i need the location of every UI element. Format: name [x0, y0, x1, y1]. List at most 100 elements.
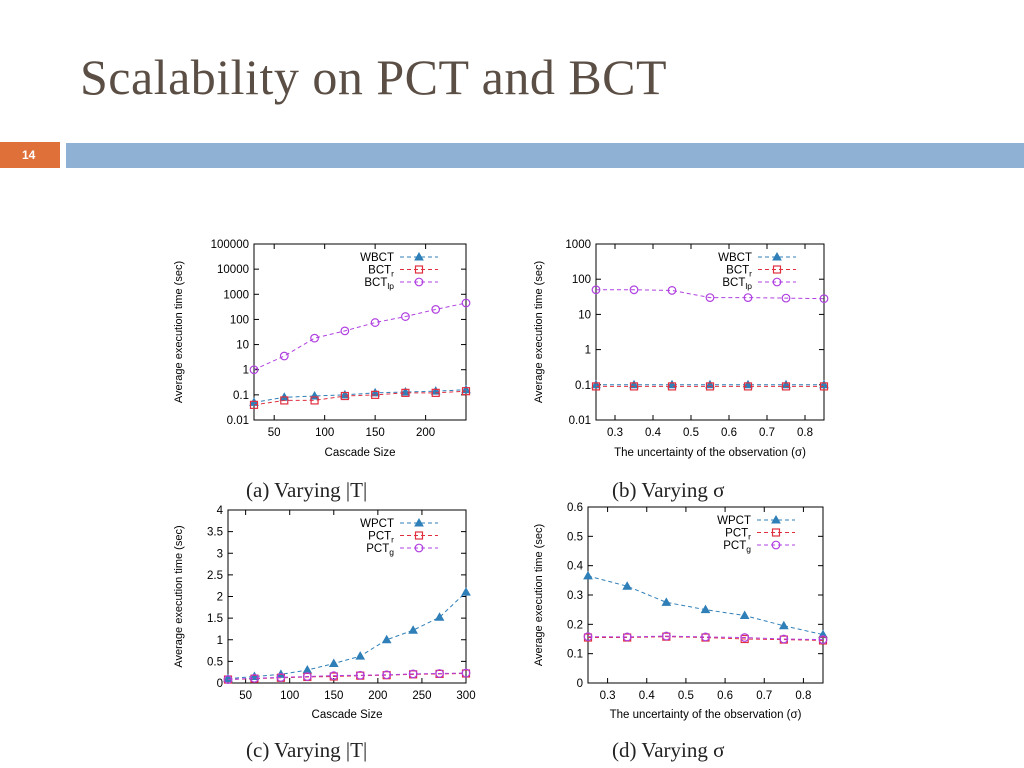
- legend-name: WBCT: [360, 252, 394, 264]
- series-line: [227, 672, 467, 681]
- x-tick-label: 150: [366, 427, 385, 439]
- data-point: [667, 382, 677, 391]
- x-tick-label: 0.4: [645, 427, 662, 439]
- data-point: [705, 293, 715, 303]
- data-point: [701, 632, 710, 642]
- caption-a: (a) Varying |T|: [246, 478, 368, 502]
- y-tick-label: 0.3: [567, 590, 583, 602]
- data-point: [249, 365, 259, 375]
- series-0: [223, 587, 471, 683]
- caption-b: (b) Varying σ: [612, 478, 725, 502]
- y-axis-label: Average execution time (sec): [173, 525, 185, 667]
- legend-name: BCT: [364, 277, 387, 289]
- legend-subscript: lp: [745, 281, 752, 291]
- data-point: [819, 382, 829, 391]
- data-point: [818, 635, 828, 644]
- data-point: [382, 670, 392, 680]
- y-tick-label: 0.6: [567, 502, 583, 514]
- legend-label: PCTr: [725, 528, 751, 542]
- legend-label: WBCT: [718, 252, 752, 264]
- data-point: [743, 293, 753, 303]
- data-point: [622, 581, 633, 590]
- data-point: [700, 604, 711, 614]
- legend-marker: [414, 265, 424, 274]
- x-tick-label: 0.3: [600, 690, 616, 702]
- legend-name: PCT: [725, 528, 748, 540]
- y-tick-label: 1.5: [207, 613, 223, 625]
- legend-label: BCTlp: [364, 277, 394, 291]
- series-line: [253, 390, 467, 406]
- data-point: [250, 673, 259, 683]
- legend-name: WPCT: [717, 515, 751, 527]
- legend-name: BCT: [368, 265, 391, 277]
- x-tick-label: 200: [368, 690, 387, 702]
- series-2: [249, 298, 471, 375]
- series-line: [227, 672, 467, 681]
- data-point: [408, 669, 418, 679]
- x-tick-label: 0.4: [639, 690, 656, 702]
- series-0: [583, 570, 828, 639]
- legend-subscript: r: [391, 269, 394, 279]
- data-point: [249, 400, 259, 409]
- x-tick-label: 200: [416, 427, 435, 439]
- legend-subscript: lp: [387, 281, 394, 291]
- y-tick-label: 0: [217, 678, 223, 690]
- data-point: [661, 597, 672, 606]
- x-tick-label: 0.8: [795, 690, 811, 702]
- data-point: [310, 333, 319, 343]
- data-point: [401, 388, 410, 397]
- data-point: [310, 396, 319, 405]
- data-point: [583, 632, 593, 642]
- data-point: [370, 318, 380, 327]
- y-tick-label: 2: [217, 592, 223, 604]
- data-point: [739, 610, 750, 620]
- plot-frame: [595, 243, 825, 421]
- y-tick-label: 3: [217, 548, 223, 560]
- legend-subscript: r: [748, 532, 751, 542]
- x-tick-label: 50: [239, 690, 252, 702]
- data-point: [340, 326, 350, 336]
- data-point: [705, 382, 715, 391]
- slide-title: Scalability on PCT and BCT: [80, 49, 668, 105]
- caption-c: (c) Varying |T|: [246, 738, 368, 762]
- y-tick-label: 2.5: [207, 570, 223, 582]
- legend-marker: [771, 514, 781, 524]
- legend-subscript: r: [749, 269, 752, 279]
- series-1: [591, 382, 829, 391]
- y-tick-label: 0.2: [567, 619, 583, 631]
- x-tick-label: 0.7: [756, 690, 772, 702]
- legend-marker: [414, 517, 424, 527]
- y-tick-label: 10000: [217, 264, 249, 276]
- legend-label: WPCT: [360, 518, 394, 530]
- legend-name: PCT: [368, 531, 391, 543]
- x-tick-label: 0.3: [607, 427, 623, 439]
- legend-label: PCTg: [723, 540, 751, 554]
- data-point: [431, 305, 441, 314]
- series-1: [223, 669, 471, 684]
- x-axis-label: Cascade Size: [312, 709, 383, 721]
- plot-frame: [587, 506, 824, 684]
- legend-subscript: g: [746, 544, 751, 554]
- legend-marker: [772, 265, 782, 274]
- legend-label: BCTr: [726, 265, 752, 279]
- y-tick-label: 0: [577, 678, 583, 690]
- series-line: [596, 289, 825, 300]
- y-tick-label: 100: [572, 274, 591, 286]
- series-2: [223, 668, 471, 684]
- series-2: [591, 285, 829, 304]
- y-tick-label: 0.4: [567, 561, 584, 573]
- series-1: [249, 387, 471, 409]
- legend-marker: [771, 528, 781, 537]
- legend-subscript: g: [389, 547, 394, 557]
- legend-label: WBCT: [360, 252, 394, 264]
- data-point: [461, 587, 471, 596]
- data-point: [819, 294, 829, 304]
- y-tick-label: 0.01: [569, 415, 591, 427]
- legend-label: BCTlp: [722, 277, 752, 291]
- x-tick-label: 50: [268, 427, 281, 439]
- data-point: [302, 672, 312, 681]
- x-tick-label: 0.5: [683, 427, 699, 439]
- data-point: [779, 634, 789, 644]
- data-point: [743, 382, 753, 391]
- x-axis-label: The uncertainty of the observation (σ): [614, 447, 806, 459]
